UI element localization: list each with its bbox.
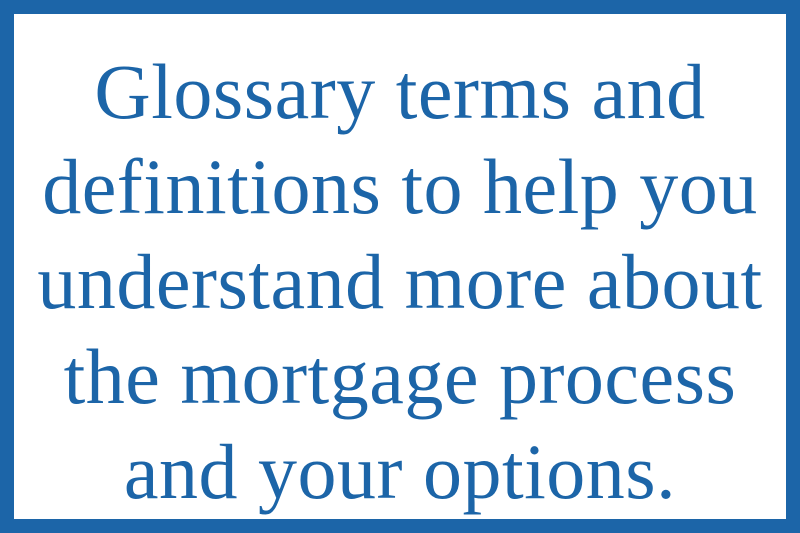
glossary-message: Glossary terms and definitions to help y… bbox=[28, 44, 772, 519]
message-line: the mortgage process bbox=[63, 333, 737, 420]
message-line: Glossary terms and bbox=[94, 48, 706, 135]
message-line: and your options. bbox=[123, 428, 677, 515]
message-line: definitions to help you bbox=[42, 143, 758, 230]
message-line: understand more about bbox=[37, 238, 763, 325]
